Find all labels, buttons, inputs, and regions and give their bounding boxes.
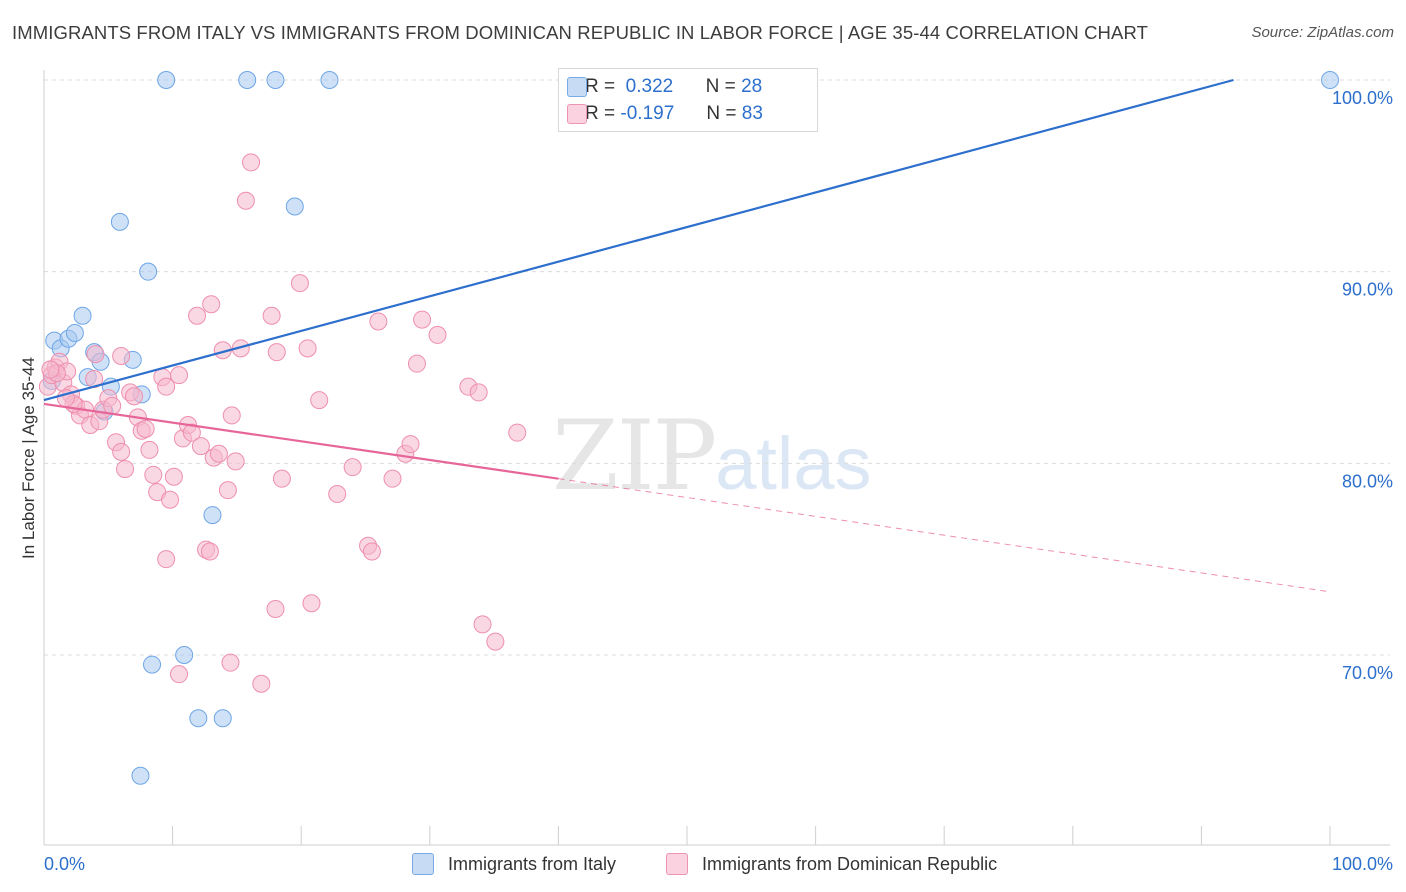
dominican-point	[221, 653, 240, 672]
legend-r-label: R =	[585, 76, 616, 97]
y-tick-label: 100.0%	[1332, 88, 1393, 108]
italy-point	[320, 71, 339, 89]
legend-n-value: 83	[741, 103, 763, 124]
dominican-point	[41, 360, 60, 379]
chart-title: IMMIGRANTS FROM ITALY VS IMMIGRANTS FROM…	[12, 22, 1148, 43]
dominican-point	[218, 481, 237, 500]
italy-point	[143, 655, 162, 674]
italy-point	[203, 506, 222, 525]
dominican-point	[369, 312, 388, 331]
dominican-point	[407, 354, 426, 373]
legend-n-label: N =	[705, 76, 736, 97]
italy-point	[139, 262, 158, 281]
bottom-legend-italy: Immigrants from Italy	[412, 852, 616, 876]
dominican-point	[242, 153, 261, 172]
dominican-point	[86, 345, 105, 364]
italy-point	[1321, 71, 1339, 89]
legend-r-value: 0.322	[625, 76, 674, 97]
dominican-point	[209, 444, 228, 463]
italy-point	[266, 71, 285, 89]
dominican-point	[191, 437, 210, 456]
bottom-legend-swatch-italy	[412, 853, 434, 875]
bottom-legend-dominican: Immigrants from Dominican Republic	[666, 852, 997, 876]
italy-point	[213, 709, 232, 728]
legend-r-label: R =	[585, 103, 616, 124]
dominican-point	[200, 542, 219, 561]
dominican-point	[473, 615, 492, 634]
dominican-point	[272, 469, 291, 488]
dominican-point	[362, 542, 381, 561]
dominican-point	[170, 665, 189, 684]
y-tick-label: 80.0%	[1342, 471, 1393, 491]
dominican-point	[222, 406, 241, 425]
dominican-point	[428, 325, 447, 344]
legend-row-dominican: R = -0.197 N = 83	[567, 102, 763, 126]
italy-point	[285, 197, 304, 216]
dominican-point	[112, 347, 131, 365]
y-tick-label: 90.0%	[1342, 280, 1393, 300]
legend-swatch-italy	[567, 77, 587, 97]
italy-point	[189, 709, 208, 728]
dominican-point	[116, 460, 135, 479]
dominican-point	[290, 274, 309, 293]
dominican-point	[125, 387, 144, 406]
dominican-point	[266, 600, 285, 618]
dominican-point	[469, 383, 488, 402]
bottom-legend-swatch-dominican	[666, 853, 688, 875]
dominican-point	[252, 674, 271, 693]
dominican-point	[157, 377, 176, 396]
legend-n-label: N =	[706, 103, 737, 124]
dominican-trend-line	[43, 402, 559, 480]
italy-trend-line	[43, 78, 1234, 402]
dominican-point	[161, 490, 180, 509]
x-tick-label: 0.0%	[44, 854, 85, 874]
italy-point	[131, 766, 150, 785]
dominican-point	[164, 467, 183, 486]
source-credit: Source: ZipAtlas.com	[1251, 24, 1394, 41]
dominican-point	[343, 458, 362, 477]
legend-n-value: 28	[741, 76, 763, 97]
dominican-point	[144, 465, 163, 484]
dominican-point	[310, 391, 329, 410]
y-axis-label: In Labor Force | Age 35-44	[19, 357, 38, 559]
legend-r-value: -0.197	[620, 103, 675, 124]
dominican-point	[401, 435, 420, 454]
italy-point	[238, 71, 257, 89]
y-tick-label: 70.0%	[1342, 663, 1393, 683]
dominican-point	[226, 452, 245, 471]
dominican-point	[236, 191, 255, 210]
dominican-point	[383, 469, 402, 488]
italy-point	[175, 646, 194, 664]
dominican-point	[302, 594, 321, 613]
dominican-point	[202, 295, 221, 314]
italy-point	[65, 324, 84, 342]
dominican-point	[182, 423, 201, 442]
x-tick-label: 100.0%	[1332, 854, 1393, 874]
bottom-legend-label-dominican: Immigrants from Dominican Republic	[702, 853, 998, 874]
dominican-point	[188, 306, 207, 325]
dominican-point	[140, 440, 159, 459]
dominican-point	[328, 485, 347, 503]
dominican-point	[486, 632, 505, 651]
dominican-point	[157, 550, 176, 569]
italy-point	[157, 71, 176, 89]
italy-point	[73, 306, 92, 325]
legend-row-italy: R = 0.322 N = 28	[567, 75, 763, 99]
dominican-point	[136, 419, 155, 438]
dominican-point	[298, 339, 317, 358]
dominican-trend-extension	[558, 478, 1331, 593]
correlation-legend: R = 0.322 N = 28 R = -0.197 N = 83	[558, 68, 818, 132]
dominican-point	[267, 343, 286, 362]
bottom-legend-label-italy: Immigrants from Italy	[448, 853, 617, 874]
dominican-point	[413, 310, 432, 329]
italy-point	[110, 212, 129, 231]
dominican-point	[262, 306, 281, 325]
watermark-zip: ZIP	[552, 400, 717, 512]
dominican-point	[170, 366, 189, 385]
dominican-point	[103, 396, 122, 415]
dominican-point	[508, 423, 527, 442]
dominican-point	[112, 442, 131, 461]
legend-swatch-dominican	[567, 104, 587, 124]
